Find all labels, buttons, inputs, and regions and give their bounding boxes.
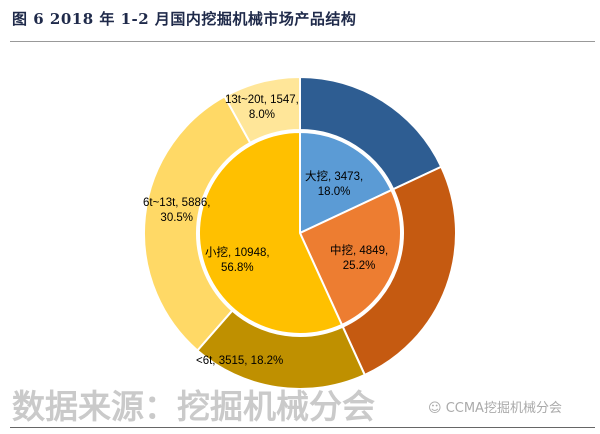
divider bbox=[10, 41, 595, 42]
inner-slice-1 bbox=[298, 188, 402, 327]
outer-slice-3 bbox=[143, 95, 252, 352]
label-inner-大挖: 大挖, 3473, 18.0% bbox=[305, 170, 363, 200]
watermark: 数据来源：挖掘机械分会 bbox=[12, 387, 375, 426]
label-line: <6t, 3515, 18.2% bbox=[196, 355, 284, 367]
label-inner-中挖: 中挖, 4849, 25.2% bbox=[330, 244, 388, 274]
label-outer-6t-13t: 6t~13t, 5886, 30.5% bbox=[143, 196, 210, 226]
label-line: 30.5% bbox=[160, 212, 194, 224]
label-line: 13t~20t, 1547, bbox=[225, 94, 299, 106]
figure-title: 图 6 2018 年 1-2 月国内挖掘机械市场产品结构 bbox=[12, 10, 357, 28]
source-logo: ☺ CCMA挖掘机械分会 bbox=[428, 397, 562, 416]
source-text: CCMA挖掘机械分会 bbox=[445, 401, 562, 416]
label-inner-小挖: 小挖, 10948, 56.8% bbox=[205, 246, 270, 276]
inner-slice-2 bbox=[198, 130, 344, 335]
label-line: 25.2% bbox=[342, 260, 376, 272]
label-outer-lt6t: <6t, 3515, 18.2% bbox=[196, 354, 283, 369]
label-line: 小挖, 10948, bbox=[205, 247, 270, 259]
outer-slice-4 bbox=[223, 75, 301, 145]
label-line: 大挖, 3473, bbox=[305, 171, 364, 183]
label-line: 6t~13t, 5886, bbox=[143, 197, 211, 209]
wechat-icon: ☺ bbox=[428, 401, 446, 416]
label-line: 8.0% bbox=[248, 109, 276, 121]
label-outer-13t-20t: 13t~20t, 1547, 8.0% bbox=[225, 93, 299, 123]
label-line: 18.0% bbox=[317, 186, 351, 198]
divider bbox=[10, 427, 595, 428]
label-line: 中挖, 4849, bbox=[330, 245, 389, 257]
label-line: 56.8% bbox=[220, 262, 254, 274]
